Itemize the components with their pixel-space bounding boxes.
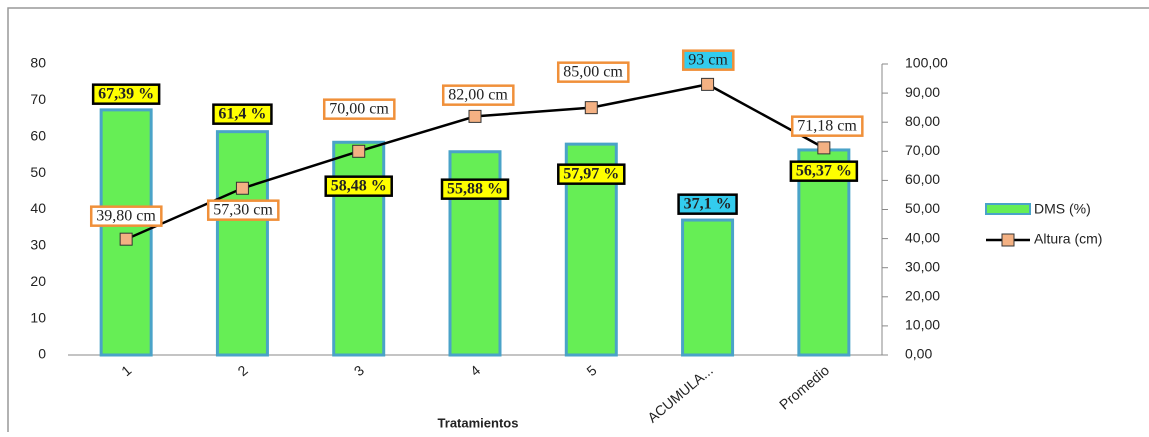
y-tick-label: 20 bbox=[30, 273, 46, 289]
data-label-box bbox=[677, 193, 738, 215]
legend-swatch bbox=[985, 203, 1031, 215]
data-label: 39,80 cm bbox=[96, 208, 156, 225]
data-label: 57,30 cm bbox=[213, 202, 273, 219]
data-label-box bbox=[440, 178, 510, 200]
y2-tick-label: 70,00 bbox=[905, 142, 940, 158]
data-label-box bbox=[441, 84, 515, 106]
y-tick-label: 0 bbox=[38, 346, 46, 362]
data-label: 67,39 % bbox=[98, 86, 154, 103]
x-tick-label: 5 bbox=[583, 362, 599, 379]
data-label: 61,4 % bbox=[218, 106, 266, 123]
data-label-box bbox=[322, 98, 396, 120]
data-label-box bbox=[91, 83, 161, 105]
marker bbox=[468, 109, 482, 123]
data-label: 58,48 % bbox=[331, 178, 387, 195]
y2-tick-label: 40,00 bbox=[905, 229, 940, 245]
marker bbox=[701, 77, 715, 91]
data-label-box bbox=[89, 205, 163, 227]
data-label-box bbox=[324, 175, 393, 197]
data-label-box bbox=[212, 103, 273, 125]
marker bbox=[584, 101, 598, 115]
y2-tick-label: 60,00 bbox=[905, 171, 940, 187]
data-label: 55,88 % bbox=[447, 181, 503, 198]
frame bbox=[7, 7, 1149, 432]
data-label: 70,00 cm bbox=[329, 101, 389, 118]
data-label: 56,37 % bbox=[796, 163, 852, 180]
x-tick-label: 2 bbox=[234, 362, 250, 379]
y2-tick-label: 80,00 bbox=[905, 113, 940, 129]
data-label-box bbox=[206, 199, 280, 221]
x-axis-title: Tratamientos bbox=[438, 415, 519, 430]
y-tick-label: 50 bbox=[30, 164, 46, 180]
marker bbox=[235, 181, 249, 195]
data-label: 93 cm bbox=[688, 52, 728, 69]
data-label-box bbox=[681, 49, 735, 71]
data-label: 82,00 cm bbox=[448, 87, 508, 104]
x-tick-label: 4 bbox=[467, 362, 483, 379]
bar bbox=[332, 140, 386, 357]
legend-label: DMS (%) bbox=[1034, 201, 1091, 217]
data-label-box bbox=[556, 61, 630, 83]
y-tick-label: 70 bbox=[30, 91, 46, 107]
bar bbox=[215, 130, 269, 357]
y2-tick-label: 10,00 bbox=[905, 317, 940, 333]
y2-tick-label: 100,00 bbox=[905, 55, 948, 71]
y2-tick-label: 90,00 bbox=[905, 84, 940, 100]
legend-marker bbox=[1001, 233, 1015, 247]
data-label: 85,00 cm bbox=[563, 64, 623, 81]
marker bbox=[119, 232, 133, 246]
y-tick-label: 60 bbox=[30, 127, 46, 143]
y2-tick-label: 20,00 bbox=[905, 288, 940, 304]
legend-label: Altura (cm) bbox=[1034, 231, 1102, 247]
data-label: 37,1 % bbox=[684, 196, 732, 213]
data-label-box bbox=[790, 115, 864, 137]
bar bbox=[797, 148, 851, 357]
marker bbox=[352, 144, 366, 158]
y2-tick-label: 30,00 bbox=[905, 258, 940, 274]
x-tick-label: Promedio bbox=[776, 362, 832, 413]
x-tick-label: ACUMULA... bbox=[644, 362, 716, 426]
x-tick-label: 3 bbox=[351, 362, 367, 379]
data-label: 71,18 cm bbox=[797, 118, 857, 135]
data-label-box bbox=[789, 160, 859, 182]
y-tick-label: 40 bbox=[30, 200, 46, 216]
y-tick-label: 80 bbox=[30, 55, 46, 71]
x-tick-label: 1 bbox=[118, 362, 134, 379]
marker bbox=[817, 141, 831, 155]
y-tick-label: 10 bbox=[30, 309, 46, 325]
data-label-box bbox=[557, 163, 626, 185]
y2-tick-label: 50,00 bbox=[905, 200, 940, 216]
data-label: 57,97 % bbox=[563, 166, 619, 183]
bar bbox=[681, 218, 735, 357]
y-tick-label: 30 bbox=[30, 237, 46, 253]
y2-tick-label: 0,00 bbox=[905, 346, 932, 362]
